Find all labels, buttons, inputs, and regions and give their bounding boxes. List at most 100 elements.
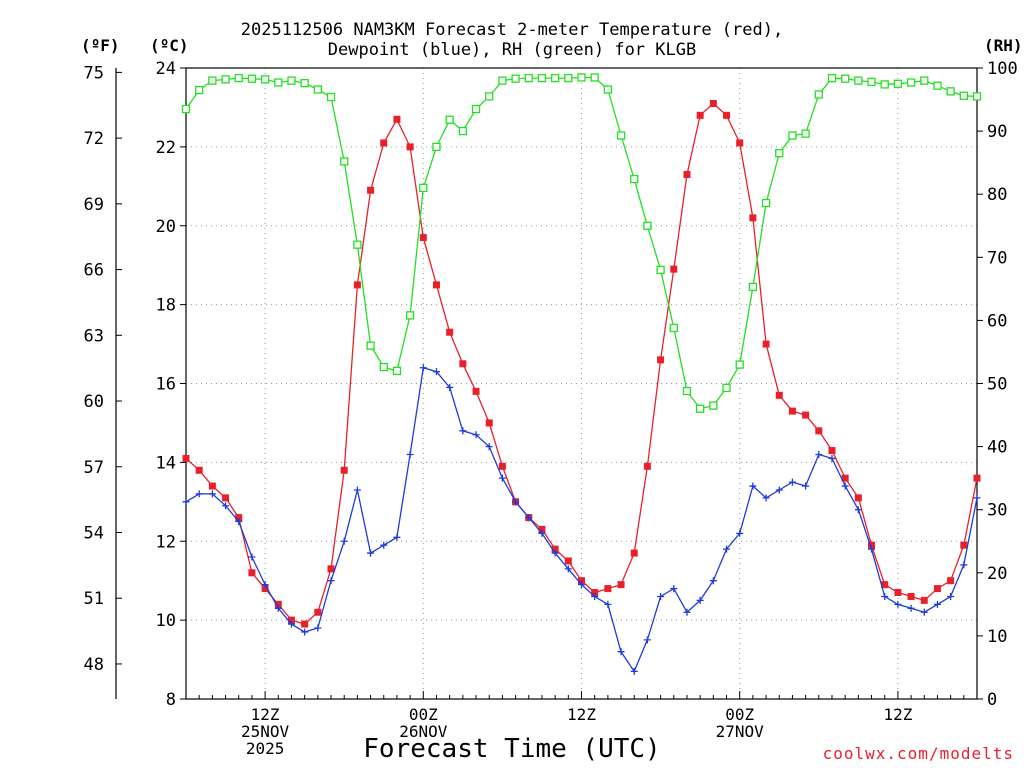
- temperature-point: [881, 581, 889, 589]
- chart-title-line-2: Dewpoint (blue), RH (green) for KLGB: [327, 40, 697, 60]
- temperature-point: [261, 585, 269, 593]
- temperature-point: [696, 111, 704, 119]
- rh-point: [498, 76, 507, 85]
- dewpoint-point: [762, 494, 770, 502]
- dewpoint-point: [274, 604, 282, 612]
- fahrenheit-tick-label: 66: [84, 261, 104, 281]
- rh-point: [827, 73, 837, 83]
- rh-point: [379, 362, 388, 372]
- temperature-point: [498, 462, 506, 470]
- temperature-point: [195, 466, 203, 474]
- rh-point: [946, 87, 955, 96]
- temperature-point: [472, 387, 480, 395]
- celsius-tick-label: 8: [166, 690, 176, 710]
- temperature-point: [854, 494, 862, 502]
- dewpoint-point: [340, 537, 348, 545]
- rh-point: [432, 142, 441, 152]
- rh-unit-label: (RH): [984, 36, 1023, 55]
- temperature-point: [287, 616, 295, 624]
- dewpoint-point: [432, 368, 440, 376]
- temperature-point: [604, 585, 612, 593]
- dewpoint-point: [353, 486, 361, 494]
- temperature-point: [208, 482, 216, 490]
- fahrenheit-unit-label: (ºF): [81, 36, 120, 55]
- dewpoint-point: [525, 514, 533, 522]
- x-tick-label: 00Z: [409, 705, 438, 724]
- fahrenheit-tick-label: 75: [84, 63, 104, 83]
- dewpoint-point: [393, 533, 401, 541]
- temperature-point: [894, 589, 902, 597]
- temperature-point: [301, 620, 309, 628]
- celsius-tick-label: 18: [156, 296, 176, 316]
- rh-point: [300, 78, 309, 88]
- dewpoint-point: [617, 648, 625, 656]
- x-tick-label: 27NOV: [716, 722, 765, 741]
- temperature-point: [274, 600, 282, 608]
- rh-point: [392, 366, 402, 376]
- rh-point: [181, 104, 191, 114]
- dewpoint-point: [512, 498, 520, 506]
- rh-point: [709, 401, 718, 410]
- rh-point: [841, 74, 850, 83]
- rh-point: [511, 74, 520, 83]
- dewpoint-point: [472, 431, 480, 439]
- temperature-point: [907, 592, 915, 600]
- rh-point: [616, 131, 626, 140]
- temperature-point: [762, 340, 770, 348]
- rh-point: [603, 85, 613, 94]
- rh-point: [405, 311, 415, 320]
- dewpoint-point: [406, 450, 414, 458]
- fahrenheit-tick-label: 48: [84, 655, 104, 675]
- rh-point: [485, 92, 494, 101]
- rh-tick-label: 90: [987, 122, 1007, 142]
- dewpoint-point: [564, 565, 572, 573]
- temperature-point: [380, 139, 388, 147]
- temperature-point: [406, 143, 414, 151]
- dewpoint-point: [894, 600, 902, 608]
- rh-point: [933, 81, 942, 90]
- dewpoint-point: [459, 427, 467, 435]
- rh-point: [959, 91, 968, 100]
- rh-tick-label: 100: [987, 59, 1018, 79]
- fahrenheit-tick-label: 63: [84, 326, 104, 346]
- rh-point: [748, 282, 758, 292]
- x-tick-label: 26NOV: [399, 722, 448, 741]
- rh-point: [788, 131, 797, 140]
- celsius-tick-label: 20: [156, 217, 176, 237]
- x-tick-label: 00Z: [725, 705, 754, 724]
- rh-point: [735, 360, 744, 369]
- temperature-point: [815, 427, 823, 435]
- x-tick-label: 12Z: [883, 705, 912, 724]
- temperature-point: [749, 214, 757, 222]
- rh-point: [195, 85, 204, 95]
- rh-point: [274, 78, 283, 87]
- rh-point: [893, 79, 903, 88]
- rh-point: [775, 149, 784, 158]
- dewpoint-point: [907, 604, 915, 612]
- dewpoint-point: [723, 545, 731, 553]
- temperature-point: [828, 447, 836, 455]
- rh-point: [260, 75, 270, 84]
- fahrenheit-tick-label: 60: [84, 392, 104, 412]
- dewpoint-point: [920, 608, 928, 616]
- x-tick-label: 12Z: [567, 705, 596, 724]
- rh-point: [722, 383, 731, 393]
- dewpoint-point: [367, 549, 375, 557]
- rh-point: [471, 104, 481, 114]
- temperature-point: [327, 565, 335, 573]
- dewpoint-point: [960, 561, 968, 569]
- rh-point: [630, 174, 639, 184]
- temperature-point: [353, 281, 361, 289]
- dewpoint-point: [578, 581, 585, 589]
- rh-point: [537, 73, 547, 83]
- credit-text: coolwx.com/modelts: [822, 744, 1014, 763]
- temperature-point: [340, 466, 348, 474]
- rh-tick-label: 50: [987, 375, 1007, 395]
- rh-point: [761, 198, 771, 208]
- rh-point: [801, 129, 810, 138]
- dewpoint-point: [854, 506, 862, 514]
- dewpoint-point: [498, 474, 506, 482]
- dewpoint-point: [261, 581, 269, 589]
- rh-point: [340, 157, 349, 166]
